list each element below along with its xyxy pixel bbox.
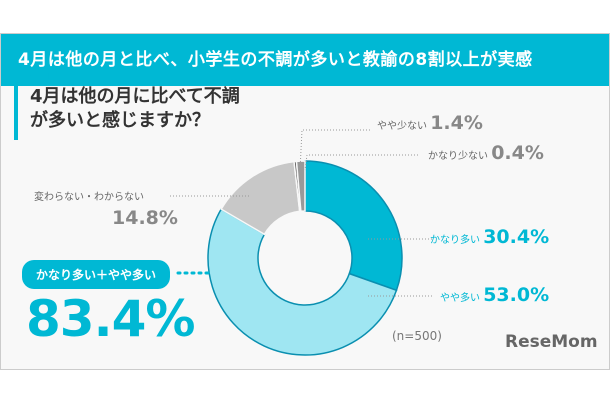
summary-pill: かなり多い＋やや多い (22, 260, 171, 289)
label-kanari-sukunai: かなり少ない 0.4% (428, 142, 544, 164)
leader-line-kanari-sukunai (304, 154, 418, 171)
label-yaya-ooi: やや多い 53.0% (440, 284, 550, 306)
header-title: 4月は他の月と比べ、小学生の不調が多いと教諭の8割以上が実感 (1, 34, 609, 86)
label-yaya-sukunai: やや少ない 1.4% (377, 112, 483, 134)
donut-slice-0 (304, 160, 403, 292)
resemom-logo: ReseMom (505, 332, 598, 352)
label-kanari-ooi: かなり多い 30.4% (430, 226, 550, 248)
donut-slice-4 (295, 160, 306, 212)
label-kawaranai: 変わらない・わからない 14.8% (34, 192, 178, 229)
question-text: 4月は他の月に比べて不調が多いと感じますか？ (30, 86, 240, 131)
question-subtitle: 教諭調査 (30, 68, 74, 81)
donut-slice-1 (207, 208, 398, 356)
sample-size: (n=500) (392, 329, 442, 343)
summary-value: 83.4% (26, 290, 195, 348)
question-box: 教諭調査 4月は他の月に比べて不調が多いと感じますか？ (14, 66, 250, 140)
